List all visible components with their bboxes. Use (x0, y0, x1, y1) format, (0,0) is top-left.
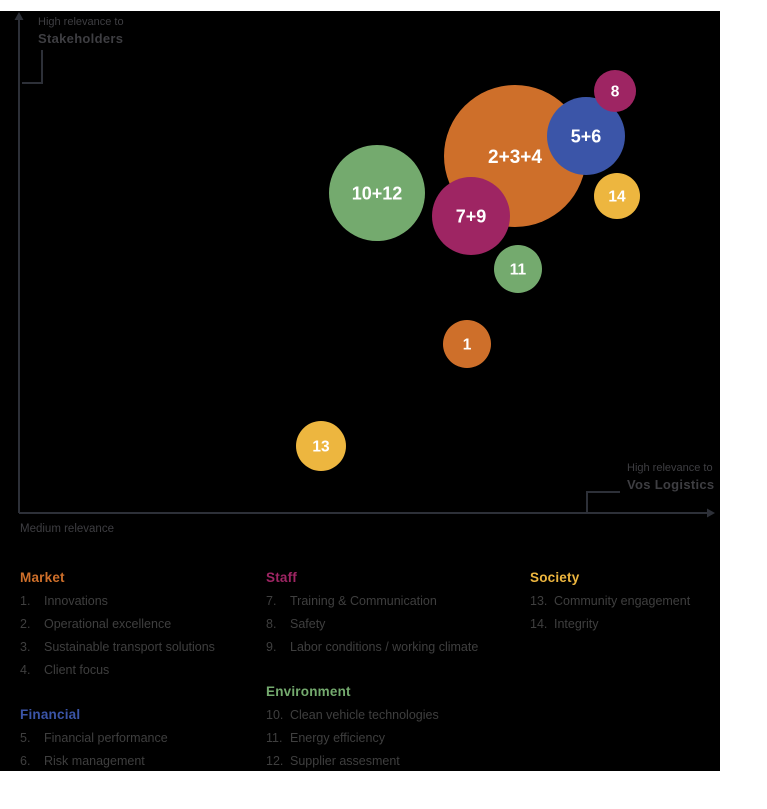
legend-item-number: 3. (20, 640, 31, 654)
legend-item: 12. Supplier assesment (266, 750, 522, 773)
y-axis-label: High relevance to Stakeholders (38, 15, 124, 47)
legend-item: 4. Client focus (20, 659, 258, 682)
legend-item: 7. Training & Communication (266, 590, 522, 613)
legend-item: 13. Community engagement (530, 590, 718, 613)
legend-item: 5. Financial performance (20, 727, 258, 750)
legend-item-label: Supplier assesment (290, 754, 400, 768)
legend-item: 14. Integrity (530, 613, 718, 636)
bubble-11 (494, 245, 542, 293)
legend-item: 9. Labor conditions / working climate (266, 636, 522, 659)
bubble-14 (594, 173, 640, 219)
legend-item: 6. Risk management (20, 750, 258, 773)
legend-item-number: 13. (530, 594, 548, 608)
legend-column-3: Society 13. Community engagement 14. Integri… (530, 569, 718, 636)
y-axis-callout (22, 50, 43, 84)
legend-item-label: Operational excellence (44, 617, 172, 631)
bubble-label: 1 (463, 337, 472, 354)
legend-item-number: 12. (266, 754, 284, 768)
legend-item-number: 10. (266, 708, 284, 722)
legend-item-label: Community engagement (554, 594, 691, 608)
x-axis-label: High relevance to Vos Logistics (627, 461, 714, 493)
legend-item-label: Labor conditions / working climate (290, 640, 479, 654)
legend-item: 3. Sustainable transport solutions (20, 636, 258, 659)
legend-column-1: Market 1. Innovations 2. Operational excelle… (20, 569, 258, 773)
x-axis-label-line1: High relevance to (627, 462, 713, 474)
materiality-matrix: 2+3+4 5+6 8 14 10+12 7+9 11 1 13 High relevance … (0, 11, 720, 771)
bubble-label: 14 (608, 189, 626, 206)
legend-item-label: Innovations (44, 594, 108, 608)
legend-item-number: 11. (266, 731, 283, 745)
legend-item-label: Financial performance (44, 731, 168, 745)
legend-item: 1. Innovations (20, 590, 258, 613)
bubble-label: 11 (510, 262, 527, 279)
legend-item-number: 4. (20, 663, 31, 677)
x-axis-label-line2: Vos Logistics (627, 477, 715, 492)
legend-section-staff: Staff 7. Training & Communication 8. Safety 9… (266, 569, 522, 659)
bubble-5+6 (547, 97, 625, 175)
legend-item: 11. Energy efficiency (266, 727, 522, 750)
legend-section-title: Society (530, 570, 580, 585)
legend-item-number: 5. (20, 731, 31, 745)
bubble-10+12 (329, 145, 425, 241)
bubble-label: 5+6 (571, 126, 602, 146)
legend-item-number: 6. (20, 754, 31, 768)
legend-item-label: Clean vehicle technologies (290, 708, 439, 722)
bubble-8 (594, 70, 636, 112)
legend-item-label: Safety (290, 617, 326, 631)
legend-item-number: 14. (530, 617, 548, 631)
legend-item-label: Energy efficiency (290, 731, 385, 745)
bubble-label: 7+9 (456, 206, 487, 226)
legend-item-label: Sustainable transport solutions (44, 640, 215, 654)
bubble-label: 2+3+4 (488, 147, 542, 168)
bubble-label: 8 (611, 84, 620, 101)
legend-item-number: 1. (20, 594, 31, 608)
x-axis-callout (586, 491, 620, 513)
legend-item-number: 2. (20, 617, 31, 631)
legend-item-label: Integrity (554, 617, 599, 631)
legend-item: 8. Safety (266, 613, 522, 636)
y-axis-label-line2: Stakeholders (38, 31, 124, 46)
legend-section-financial: Financial 5. Financial performance 6. Risk m… (20, 706, 258, 773)
legend-section-title: Environment (266, 684, 351, 699)
legend-item-label: Risk management (44, 754, 145, 768)
legend-item-label: Training & Communication (290, 594, 437, 608)
legend-section-title: Staff (266, 570, 297, 585)
legend-item: 10. Clean vehicle technologies (266, 704, 522, 727)
origin-label: Medium relevance (20, 523, 114, 535)
legend-section-title: Market (20, 570, 65, 585)
bubble-13 (296, 421, 346, 471)
legend-item-number: 7. (266, 594, 277, 608)
legend-section-environment: Environment 10. Clean vehicle technologies… (266, 683, 522, 773)
bubble-label: 13 (312, 439, 330, 456)
bubble-label: 10+12 (352, 183, 403, 203)
y-axis-label-line1: High relevance to (38, 16, 124, 28)
bubble-7+9 (432, 177, 510, 255)
legend-section-title: Financial (20, 707, 81, 722)
legend-item-number: 9. (266, 640, 277, 654)
legend-column-2: Staff 7. Training & Communication 8. Safety 9… (266, 569, 522, 773)
legend-section-market: Market 1. Innovations 2. Operational excelle… (20, 569, 258, 682)
bubble-1 (443, 320, 491, 368)
x-axis-arrow-icon (707, 508, 715, 518)
y-axis-arrow-icon (14, 12, 24, 20)
legend-item: 2. Operational excellence (20, 613, 258, 636)
legend-section-society: Society 13. Community engagement 14. Integri… (530, 569, 718, 636)
legend-item-number: 8. (266, 617, 277, 631)
legend-item-label: Client focus (44, 663, 110, 677)
